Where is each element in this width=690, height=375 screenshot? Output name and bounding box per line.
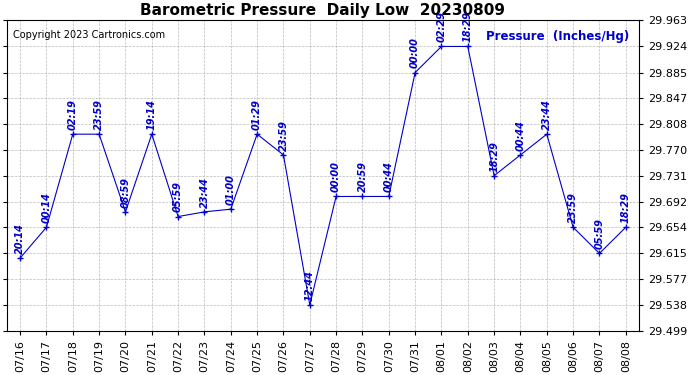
Text: Copyright 2023 Cartronics.com: Copyright 2023 Cartronics.com <box>13 30 166 40</box>
Title: Barometric Pressure  Daily Low  20230809: Barometric Pressure Daily Low 20230809 <box>141 3 506 18</box>
Text: 12:44: 12:44 <box>305 270 315 301</box>
Text: 05:59: 05:59 <box>595 218 604 249</box>
Text: 18:29: 18:29 <box>463 11 473 42</box>
Text: 23:59: 23:59 <box>279 120 288 151</box>
Text: 20:59: 20:59 <box>357 161 368 192</box>
Text: 08:59: 08:59 <box>121 177 130 208</box>
Text: 23:44: 23:44 <box>199 177 210 208</box>
Text: 19:14: 19:14 <box>147 99 157 130</box>
Text: 05:59: 05:59 <box>173 182 183 212</box>
Text: Pressure  (Inches/Hg): Pressure (Inches/Hg) <box>486 30 629 43</box>
Text: 20:14: 20:14 <box>15 223 25 254</box>
Text: 00:44: 00:44 <box>384 161 394 192</box>
Text: 00:44: 00:44 <box>515 120 526 151</box>
Text: 18:29: 18:29 <box>489 141 499 171</box>
Text: 02:19: 02:19 <box>68 99 78 130</box>
Text: 01:00: 01:00 <box>226 174 236 205</box>
Text: 02:29: 02:29 <box>437 11 446 42</box>
Text: 23:44: 23:44 <box>542 99 552 130</box>
Text: 00:14: 00:14 <box>41 192 52 223</box>
Text: 00:00: 00:00 <box>410 38 420 68</box>
Text: 23:59: 23:59 <box>568 192 578 223</box>
Text: 18:29: 18:29 <box>621 192 631 223</box>
Text: 01:29: 01:29 <box>252 99 262 130</box>
Text: 00:00: 00:00 <box>331 161 341 192</box>
Text: 23:59: 23:59 <box>94 99 104 130</box>
